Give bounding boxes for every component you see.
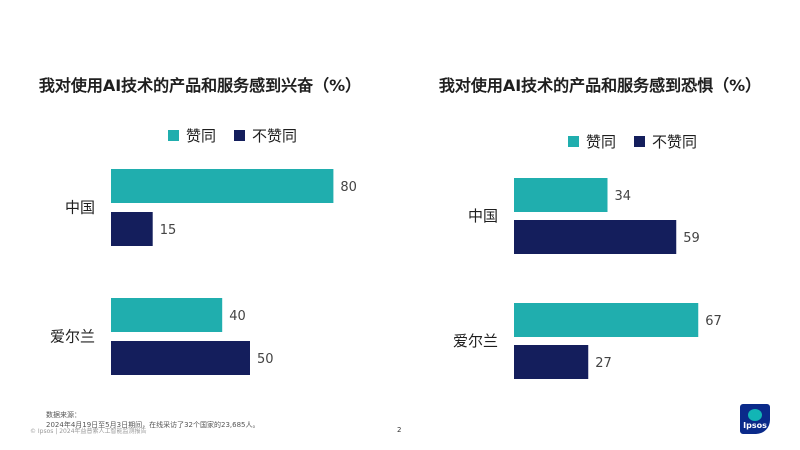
legend: 赞同 不赞同 xyxy=(568,131,697,152)
bar-agree xyxy=(111,298,223,332)
bar-chart-excited: 中国 80 15 爱尔兰 40 50 xyxy=(50,169,357,375)
chart-title: 我对使用AI技术的产品和服务感到恐惧（%） xyxy=(438,76,762,95)
bar-chart-fear: 中国 34 59 爱尔兰 67 27 xyxy=(453,178,722,379)
legend-item-disagree: 不赞同 xyxy=(634,131,697,152)
source-text: 2024年4月19日至5月3日期间，在线采访了32个国家的23,685人。 xyxy=(46,421,260,429)
legend-label-disagree: 不赞同 xyxy=(652,133,698,151)
bar-agree xyxy=(111,169,334,203)
legend-label-agree: 赞同 xyxy=(186,127,217,145)
bar-disagree xyxy=(514,345,589,379)
bar-agree xyxy=(514,178,608,212)
legend-swatch-disagree xyxy=(234,130,246,141)
page-number: 2 xyxy=(397,426,402,434)
bar-disagree xyxy=(111,212,153,246)
chart-title: 我对使用AI技术的产品和服务感到兴奋（%） xyxy=(38,76,362,95)
legend-swatch-agree xyxy=(168,130,179,141)
legend: 赞同 不赞同 xyxy=(168,125,297,146)
data-label-agree: 34 xyxy=(615,189,632,204)
data-label-agree: 40 xyxy=(229,309,246,324)
data-label-agree: 67 xyxy=(705,314,722,329)
bar-disagree xyxy=(111,341,250,375)
data-label-disagree: 27 xyxy=(595,356,612,371)
legend-swatch-agree xyxy=(568,136,579,147)
data-label-disagree: 50 xyxy=(257,352,274,367)
legend-item-agree: 赞同 xyxy=(168,125,216,146)
bar-agree xyxy=(514,303,699,337)
data-label-disagree: 15 xyxy=(160,223,177,238)
chart-panel-excited: 我对使用AI技术的产品和服务感到兴奋（%） 赞同 不赞同 中国 80 15 爱尔兰 40… xyxy=(38,76,362,375)
category-label: 爱尔兰 xyxy=(453,332,498,350)
source-label: 数据来源： xyxy=(46,411,81,419)
legend-item-disagree: 不赞同 xyxy=(234,125,297,146)
data-label-disagree: 59 xyxy=(683,231,700,246)
legend-label-agree: 赞同 xyxy=(586,133,617,151)
legend-label-disagree: 不赞同 xyxy=(252,127,298,145)
bar-disagree xyxy=(514,220,677,254)
logo-text: Ipsos xyxy=(743,421,767,430)
chart-panel-fear: 我对使用AI技术的产品和服务感到恐惧（%） 赞同 不赞同 中国 34 59 爱尔兰 67… xyxy=(400,0,800,450)
data-label-agree: 80 xyxy=(340,180,357,195)
legend-item-agree: 赞同 xyxy=(568,131,616,152)
copyright: © Ipsos | 2024年益普索人工智能监测报告 xyxy=(30,428,147,435)
category-label: 爱尔兰 xyxy=(50,328,95,346)
ipsos-logo: Ipsos xyxy=(740,404,770,434)
source-note: 数据来源： 2024年4月19日至5月3日期间，在线采访了32个国家的23,68… xyxy=(46,410,259,430)
logo-mark-icon xyxy=(748,409,762,421)
legend-swatch-disagree xyxy=(634,136,646,147)
category-label: 中国 xyxy=(468,207,498,225)
category-label: 中国 xyxy=(65,199,95,217)
